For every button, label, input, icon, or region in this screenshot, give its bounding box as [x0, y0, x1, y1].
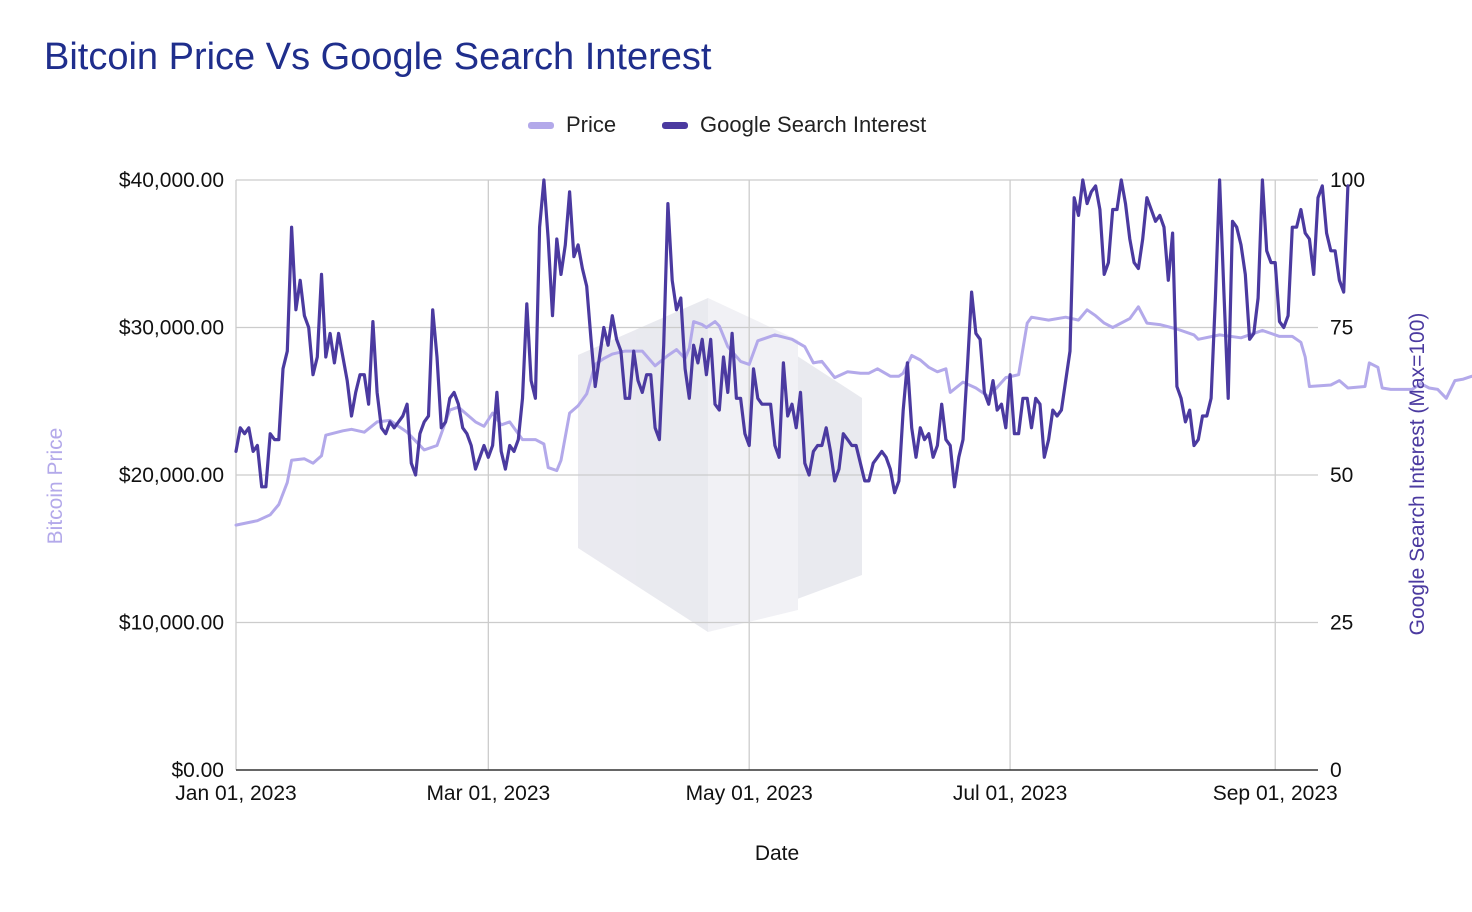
y-right-tick-label: 50 [1330, 464, 1353, 487]
legend-swatch-price [528, 121, 554, 129]
chart-legend: Price Google Search Interest [0, 112, 1472, 138]
y-right-tick-label: 25 [1330, 612, 1353, 635]
legend-item-search-interest: Google Search Interest [662, 112, 926, 138]
series-line-search-interest [234, 178, 1350, 495]
watermark-logo [578, 298, 862, 632]
axes: $0.00 $10,000.00 $20,000.00 $30,000.00 $40,0… [119, 169, 1365, 805]
y-left-tick-label: $30,000.00 [119, 317, 224, 340]
x-tick-label: May 01, 2023 [686, 782, 813, 805]
x-tick-label: Jan 01, 2023 [175, 782, 296, 805]
legend-label-price: Price [566, 112, 617, 137]
x-tick-label: Jul 01, 2023 [953, 782, 1067, 805]
y-axis-left-title: Bitcoin Price [44, 428, 67, 545]
series-line-price [234, 305, 1472, 527]
y-axis-right-title: Google Search Interest (Max=100) [1406, 313, 1429, 636]
legend-swatch-search-interest [662, 121, 688, 129]
y-right-tick-label: 0 [1330, 759, 1342, 782]
x-tick-label: Mar 01, 2023 [426, 782, 550, 805]
y-left-tick-label: $40,000.00 [119, 169, 224, 192]
y-right-tick-label: 100 [1330, 169, 1365, 192]
legend-label-search-interest: Google Search Interest [700, 112, 927, 137]
y-right-tick-label: 75 [1330, 317, 1353, 340]
chart-title: Bitcoin Price Vs Google Search Interest [44, 36, 712, 78]
y-left-tick-label: $20,000.00 [119, 464, 224, 487]
legend-item-price: Price [528, 112, 616, 138]
series-group [234, 178, 1472, 527]
y-left-tick-label: $0.00 [171, 759, 224, 782]
x-axis-title: Date [755, 842, 799, 865]
y-left-tick-label: $10,000.00 [119, 612, 224, 635]
gridlines [235, 179, 1318, 770]
x-tick-label: Sep 01, 2023 [1213, 782, 1338, 805]
